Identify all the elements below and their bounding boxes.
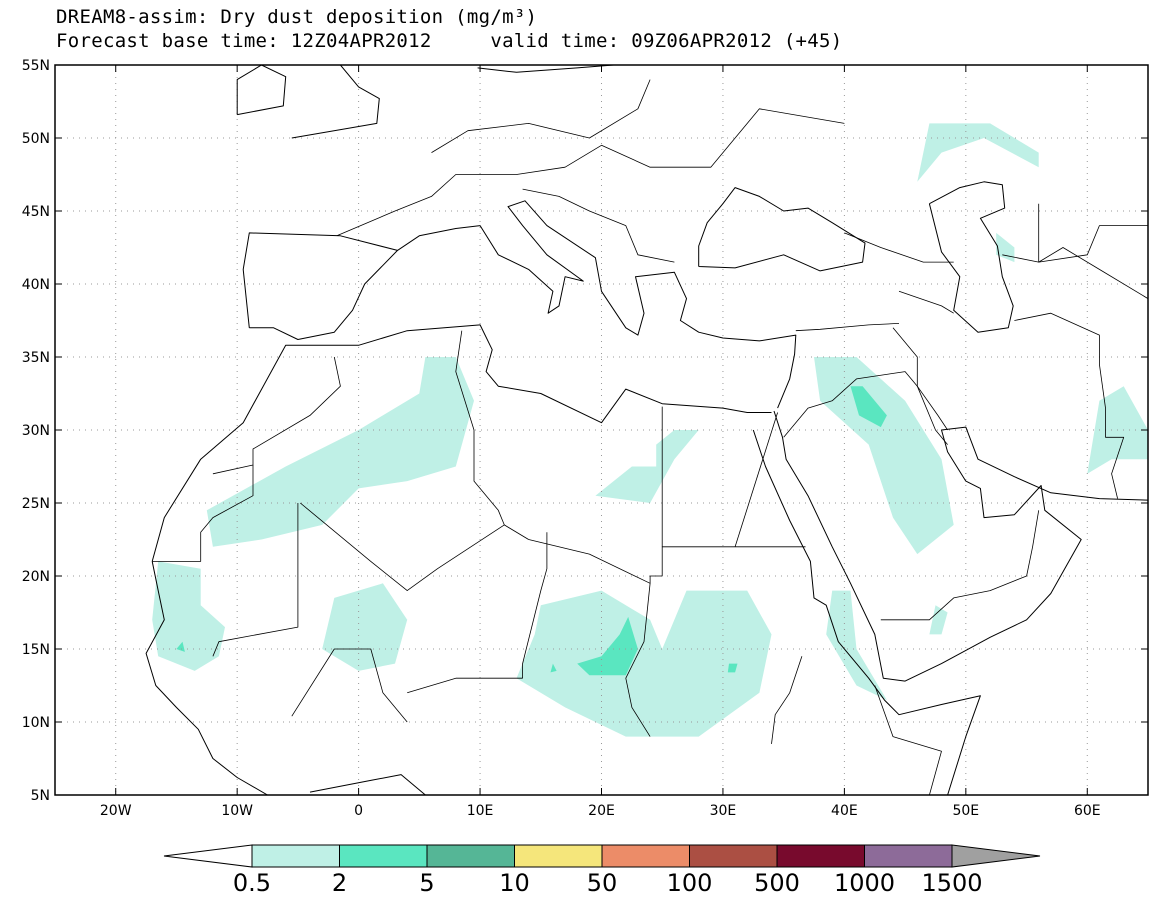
lon-tick-label: 50E (952, 803, 979, 819)
coastline-north-africa-coast (151, 324, 772, 562)
colorbar-swatch (601, 844, 690, 868)
coastline-gulf-guinea (309, 774, 426, 795)
colorbar-swatch (776, 844, 865, 868)
colorbar-swatch (689, 844, 778, 868)
dust-region-level-2 (176, 641, 185, 652)
border-iran-iraq (892, 327, 948, 431)
dust-region-level-2 (727, 663, 738, 673)
dust-region-level-1 (917, 123, 1039, 182)
dust-region-level-1 (206, 357, 475, 547)
coastline-caspian (928, 181, 1014, 333)
border-sudan-ethiopia (771, 656, 803, 744)
border-algeria-mali (300, 502, 529, 591)
colorbar-low-arrow (163, 844, 253, 868)
border-balkans (522, 188, 675, 263)
dust-region-level-1 (516, 590, 772, 737)
dust-region-level-2 (850, 386, 887, 428)
border-w-sahara-mauritania (152, 465, 254, 562)
border-libya-chad-sudan (528, 539, 806, 584)
title-line-1: DREAM8-assim: Dry dust deposition (mg/m³… (56, 6, 538, 28)
border-mali-burkina (291, 648, 408, 723)
lat-lon-grid (55, 65, 1148, 795)
border-yemen-saudi-oman (880, 510, 1040, 621)
colorbar-label: 1000 (834, 869, 895, 897)
lat-tick-label: 10N (22, 715, 50, 731)
coastline-baltic (477, 65, 614, 73)
border-iran-north (898, 290, 954, 314)
lon-tick-label: 10W (221, 803, 253, 819)
coastlines-layer (145, 65, 1148, 795)
dust-region-level-2 (550, 663, 557, 673)
borders-layer (152, 79, 1148, 795)
border-algeria-tunisia-libya (455, 330, 505, 526)
border-europe-2 (431, 79, 651, 153)
border-kazakh-uzbek (1038, 203, 1148, 263)
lat-tick-label: 40N (22, 277, 50, 293)
lon-tick-label: 60E (1074, 803, 1101, 819)
colorbar-label: 0.5 (233, 869, 271, 897)
coastline-uk (291, 65, 380, 139)
colorbar-label: 1500 (921, 869, 982, 897)
coastline-iberia (242, 232, 398, 340)
border-niger-chad (522, 532, 548, 679)
colorbar-label: 100 (667, 869, 713, 897)
coastline-black-sea (698, 187, 866, 272)
lat-tick-label: 55N (22, 58, 50, 74)
coastline-sinai-arabia (773, 410, 1148, 682)
border-iran-east (1014, 312, 1125, 499)
lon-tick-label: 0 (354, 803, 363, 819)
dust-region-level-1 (152, 561, 225, 671)
lat-tick-label: 35N (22, 350, 50, 366)
lon-tick-label: 40E (831, 803, 858, 819)
colorbar-high-arrow (951, 844, 1041, 868)
colorbar-swatch (864, 844, 953, 868)
border-turkmen-uzbek (1002, 247, 1148, 299)
axis-ticks: 55N 50N 45N 40N 35N 30N 25N 20N 15N 10N 5N 20W 10W 0 1… (22, 58, 1148, 819)
border-europe-1 (336, 108, 845, 237)
colorbar-swatch (251, 844, 340, 868)
lon-tick-label: 20E (588, 803, 615, 819)
border-turkey-south (795, 323, 900, 332)
colorbar-swatch (426, 844, 515, 868)
dust-deposition-layer (152, 123, 1148, 737)
lat-tick-label: 5N (31, 788, 50, 804)
dust-region-level-1 (595, 430, 699, 503)
lat-tick-label: 45N (22, 204, 50, 220)
coastline-france-italy (397, 200, 797, 409)
lat-tick-label: 15N (22, 642, 50, 658)
coastline-west-africa-coast (145, 561, 268, 795)
border-saudi-iraq-jordan (783, 371, 948, 445)
border-chad-sudan (625, 583, 651, 737)
dust-region-level-2 (577, 616, 638, 676)
dust-region-level-1 (996, 232, 1015, 263)
border-morocco-algeria (212, 356, 341, 475)
colorbar-legend: 0.5 2 5 10 50 100 500 1000 1500 (163, 844, 1041, 897)
colorbar-label: 500 (754, 869, 800, 897)
colorbar-label: 50 (587, 869, 618, 897)
coastline-red-sea-west (752, 429, 981, 795)
lon-tick-label: 20W (100, 803, 132, 819)
dust-region-level-1 (929, 605, 948, 635)
dust-region-level-1 (814, 357, 954, 555)
colorbar-label: 2 (332, 869, 347, 897)
lat-tick-label: 50N (22, 131, 50, 147)
colorbar-label: 5 (419, 869, 434, 897)
border-ethiopia-somalia (874, 685, 942, 795)
lat-tick-label: 30N (22, 423, 50, 439)
border-caucasus (844, 232, 954, 263)
colorbar-swatch (339, 844, 428, 868)
dust-region-level-1 (826, 590, 887, 701)
title-line-2: Forecast base time: 12Z04APR2012 valid t… (56, 30, 843, 52)
lon-tick-label: 10E (467, 803, 494, 819)
lat-tick-label: 25N (22, 496, 50, 512)
colorbar-label: 10 (499, 869, 530, 897)
border-niger-nigeria (407, 677, 523, 694)
border-mauritania-mali (212, 503, 299, 657)
lat-tick-label: 20N (22, 569, 50, 585)
lon-tick-label: 30E (710, 803, 737, 819)
border-egypt-sudan-east (734, 412, 778, 547)
coastline-ireland (236, 65, 287, 116)
colorbar-swatch (514, 844, 603, 868)
